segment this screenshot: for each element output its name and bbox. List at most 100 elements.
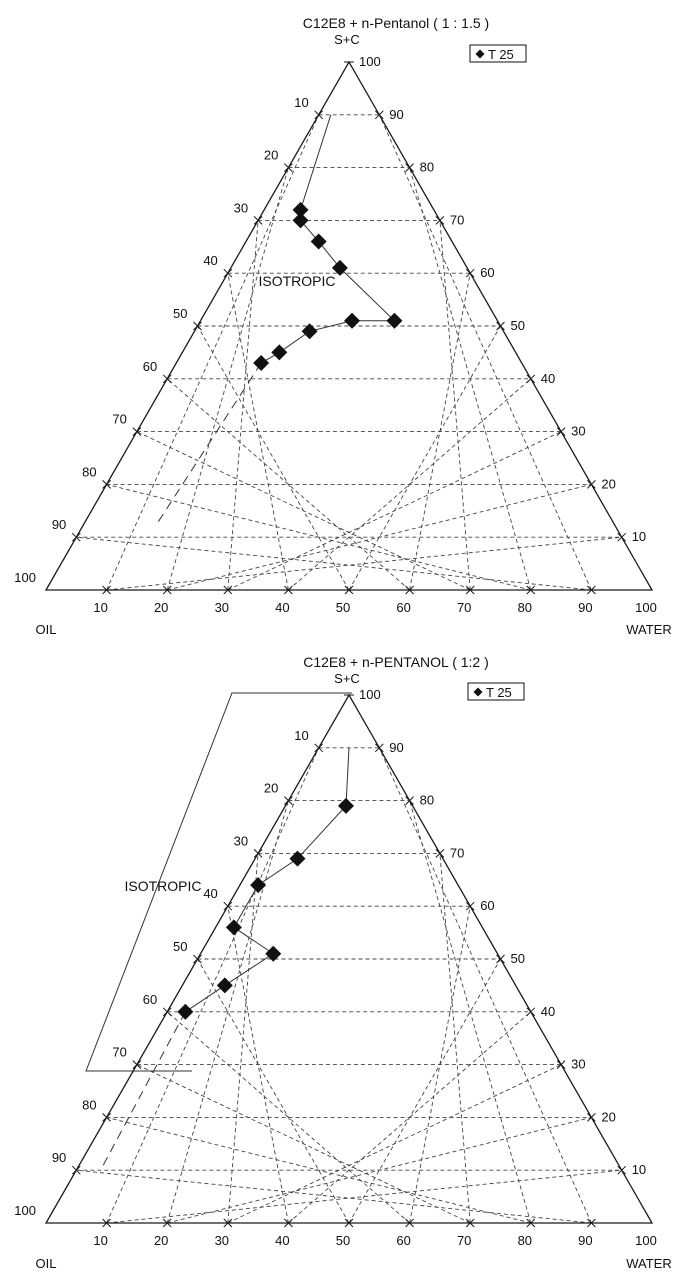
grid-line xyxy=(106,1116,531,1224)
tick-mark xyxy=(162,1007,172,1017)
data-point xyxy=(289,850,306,867)
tick-mark xyxy=(223,268,233,278)
tick-mark xyxy=(223,1218,233,1228)
tick-mark xyxy=(405,796,414,805)
bottom-tick-label: 30 xyxy=(215,600,229,615)
bottom-tick-label: 50 xyxy=(336,600,350,615)
tick-mark xyxy=(71,532,81,542)
grid-line xyxy=(167,1116,592,1224)
tick-mark xyxy=(223,585,233,595)
grid-line xyxy=(288,378,532,591)
legend-diamond-icon xyxy=(473,687,483,697)
grid-line xyxy=(378,114,592,591)
left-tick-label: 100 xyxy=(14,1203,36,1218)
tick-mark xyxy=(526,585,536,595)
grid-line xyxy=(197,958,350,1224)
tick-mark xyxy=(465,585,475,595)
dashed-extension-line xyxy=(100,1011,186,1171)
grid-line xyxy=(409,273,471,591)
grid-line xyxy=(136,431,471,591)
bottom-tick-label: 60 xyxy=(396,600,410,615)
legend: T 25 xyxy=(467,682,525,701)
grid-line xyxy=(409,167,532,591)
triangle-outline xyxy=(44,60,654,591)
tick-mark xyxy=(587,1218,596,1228)
tick-mark xyxy=(102,480,111,489)
data-point xyxy=(216,977,233,994)
grid-line xyxy=(288,1011,532,1224)
apex-label-left: OIL xyxy=(36,1256,57,1271)
tick-mark xyxy=(132,427,142,436)
legend-label: T 25 xyxy=(486,685,512,700)
tick-mark xyxy=(374,743,384,753)
tick-mark xyxy=(193,321,202,331)
data-point xyxy=(292,212,309,229)
legend-label: T 25 xyxy=(488,47,514,62)
tick-mark xyxy=(587,585,596,595)
tick-mark xyxy=(102,585,111,595)
grid-line xyxy=(166,378,410,591)
left-tick-label: 80 xyxy=(82,464,96,479)
tick-mark xyxy=(587,480,596,489)
data-point xyxy=(386,312,403,329)
right-tick-label: 100 xyxy=(359,687,381,702)
right-tick-label: 40 xyxy=(541,371,555,386)
left-tick-label: 20 xyxy=(264,148,278,163)
bottom-tick-label: 80 xyxy=(518,1233,532,1248)
data-point xyxy=(344,312,361,329)
right-tick-label: 60 xyxy=(480,265,494,280)
tick-mark xyxy=(132,1060,142,1069)
grid-lines xyxy=(76,747,622,1224)
data-point xyxy=(301,323,318,340)
left-tick-label: 50 xyxy=(173,306,187,321)
tick-mark xyxy=(405,163,414,172)
bottom-tick-label: 40 xyxy=(275,600,289,615)
right-tick-label: 30 xyxy=(571,424,585,439)
left-tick-label: 20 xyxy=(264,781,278,796)
tick-mark xyxy=(587,1113,596,1122)
bottom-tick-label: 80 xyxy=(518,600,532,615)
data-point xyxy=(265,945,282,962)
tick-mark xyxy=(465,1218,475,1228)
right-tick-label: 30 xyxy=(571,1057,585,1072)
tick-mark xyxy=(526,1218,536,1228)
data-point xyxy=(177,1003,194,1020)
legend-diamond-icon xyxy=(475,49,485,59)
tick-mark xyxy=(71,1165,81,1175)
triangle-outline xyxy=(44,693,654,1224)
right-tick-label: 90 xyxy=(389,740,403,755)
left-tick-label: 30 xyxy=(234,200,248,215)
tick-mark xyxy=(496,954,505,964)
apex-label-right: WATER xyxy=(626,1256,672,1271)
data-point xyxy=(337,797,354,814)
data-point xyxy=(225,919,242,936)
tick-mark xyxy=(344,1218,354,1228)
boundary-extension-line xyxy=(300,114,332,210)
grid-line xyxy=(348,325,501,591)
left-tick-label: 90 xyxy=(52,1150,66,1165)
grid-line xyxy=(409,906,471,1224)
triangle-frame xyxy=(44,60,654,591)
bottom-tick-label: 90 xyxy=(578,1233,592,1248)
grid-line xyxy=(166,1011,410,1224)
tick-labels: 10 20 30 40 50 60 70 80 90 100 100 90 80 70 60 50 40 30 20… xyxy=(14,687,657,1248)
right-tick-label: 50 xyxy=(511,318,525,333)
tick-mark xyxy=(526,374,536,384)
right-tick-label: 80 xyxy=(420,160,434,175)
apex-label-left: OIL xyxy=(36,622,57,637)
boundary-extension-line xyxy=(345,747,350,806)
right-tick-label: 50 xyxy=(511,951,525,966)
legend: T 25 xyxy=(469,44,527,63)
right-tick-label: 80 xyxy=(420,793,434,808)
right-tick-label: 20 xyxy=(601,476,615,491)
left-tick-label: 80 xyxy=(82,1097,96,1112)
data-point xyxy=(253,354,270,371)
right-tick-label: 20 xyxy=(601,1109,615,1124)
tick-mark xyxy=(556,1060,566,1069)
data-point xyxy=(271,344,288,361)
grid-line xyxy=(378,747,592,1224)
grid-line xyxy=(167,483,592,591)
chart-title: C12E8 + n-Pentanol ( 1 : 1.5 ) xyxy=(303,15,489,31)
right-tick-label: 10 xyxy=(632,1162,646,1177)
region-label: ISOTROPIC xyxy=(124,878,201,894)
